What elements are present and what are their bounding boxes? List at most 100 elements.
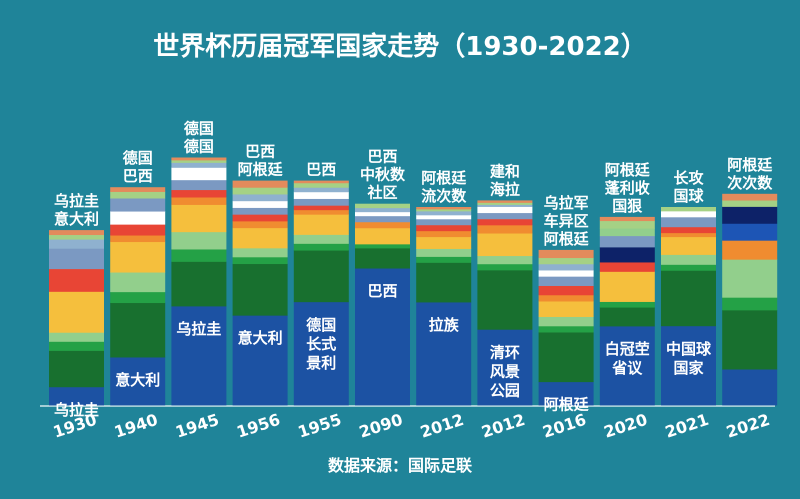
bar-segment [110,187,166,192]
bar-segment [171,249,227,262]
bar-segment [110,302,166,358]
bar-segment [477,204,533,207]
bar-segment [232,247,288,258]
bar-segment [477,255,533,265]
bar-segment [661,254,716,265]
bar-top-label: 建和 [490,162,520,180]
bar-segment [110,198,166,212]
bar-inside-label: 拉族 [429,316,460,334]
bar-top-label: 巴西 [306,161,336,179]
bar-segment [599,326,655,406]
bar-segment [171,162,227,168]
bar-top-label: 意大利 [54,210,99,228]
bar-segment [49,386,104,406]
x-tick-label: 2012 [479,410,527,442]
bar-segment [722,309,778,370]
x-tick-label: 2016 [540,410,588,442]
bar-inside-label: 巴西 [367,282,397,300]
bar-segment [538,263,594,271]
bar-segment [293,209,349,215]
bar-inside-label: 乌拉圭 [54,401,99,419]
bar-segment [477,329,533,406]
bar-inside-label: 景利 [306,354,336,372]
bar-segment [110,291,166,304]
bar-segment [293,205,349,211]
bar-segment [722,240,778,260]
bar-segment [49,230,104,236]
bar-inside-label: 中国球 [666,340,712,358]
bar-segment [355,227,410,245]
bar-top-label: 蓬利收 [605,179,650,197]
bar-top-label: 阿根廷 [238,161,284,179]
x-tick-label: 2012 [418,410,466,442]
data-source: 数据来源：国际足联 [327,456,472,475]
bar-top-label: 德国 [123,149,153,167]
bar-segment [661,270,716,327]
bar-inside-label: 清环 [490,343,520,361]
bar-segment [110,235,166,243]
bar-segment [232,194,288,202]
x-tick-label: 2020 [601,410,649,442]
bar-segment [293,301,349,406]
bar-inside-label: 公园 [490,381,520,399]
bar-segment [232,187,288,195]
x-tick-label: 1945 [173,410,221,442]
bar-segment [599,301,655,308]
bar-inside-label: 长式 [306,335,336,353]
bar-segment [661,216,716,228]
bar-segment [722,297,778,311]
bar-segment [416,302,472,406]
bar-segment [355,207,410,213]
bar-segment [538,249,594,259]
bar-segment [355,243,410,249]
bar-segment [49,350,104,388]
bar-top-label: 国狠 [612,197,643,215]
bar-segment [538,301,594,317]
bar-segment [416,224,472,232]
bar-segment [232,207,288,215]
x-tick-label: 1956 [234,410,282,442]
bar-segment [416,218,472,226]
bar-segment [171,261,227,307]
bar-top-label: 阿根廷 [421,169,467,187]
bar-inside-label: 意大利 [115,371,160,389]
bar-inside-label: 风景 [490,362,520,380]
bar-inside-label: 白冠茔 [605,340,650,358]
bar-segment [49,239,104,249]
bar-segment [110,241,166,273]
bar-top-label: 阿根廷 [727,156,773,174]
bar-segment [661,210,716,218]
bar-top-label: 德国 [184,138,214,156]
bar-segment [110,224,166,236]
bar-top-label: 中秋数 [360,166,406,184]
bar-top-label: 乌拉圭 [54,192,99,210]
bar-segment [477,200,533,203]
bar-segment [477,233,533,257]
bar-inside-label: 意大利 [238,329,283,347]
bar-segment [171,204,227,233]
bar-segment [416,210,472,216]
bar-segment [232,315,288,406]
bar-segment [232,227,288,249]
bar-top-label: 阿根廷 [544,230,590,248]
x-tick-label: 2022 [724,410,772,442]
bar-segment [49,332,104,342]
bar-segment [538,270,594,277]
bar-top-label: 长攻 [673,169,704,187]
bar-segment [416,208,472,212]
bar-segment [171,189,227,198]
bar-segment [722,259,778,298]
bar-segment [477,206,533,214]
bar-top-label: 车异区 [544,212,589,230]
x-tick-label: 2021 [663,410,711,442]
bar-segment [661,226,716,234]
bar-segment [293,214,349,235]
bar-segment [293,191,349,199]
bar-segment [416,262,472,303]
bar-segment [110,357,166,406]
bar-segment [538,276,594,286]
bar-segment [232,256,288,265]
bar-inside-label: 阿根廷 [544,396,590,414]
